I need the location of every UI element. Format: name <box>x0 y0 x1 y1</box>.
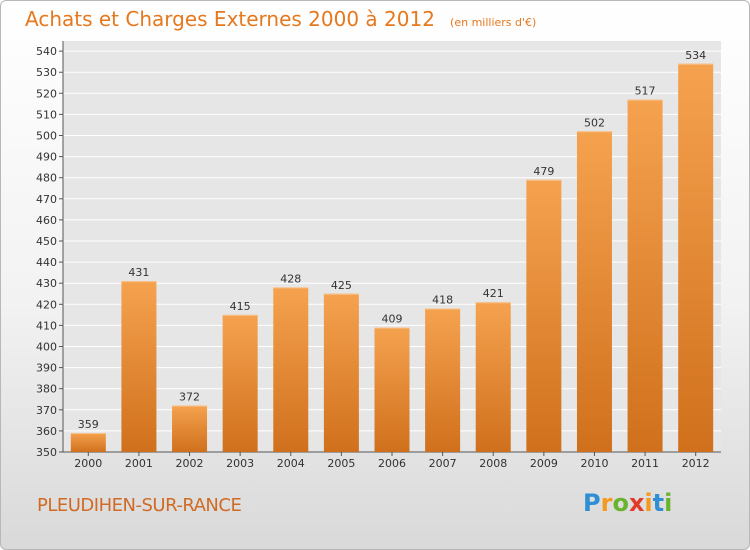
y-tick-label: 420 <box>36 298 57 311</box>
y-tick-label: 500 <box>36 130 57 143</box>
proxiti-logo: Proxiti <box>583 489 672 517</box>
bar-value-label: 409 <box>382 313 403 326</box>
bar-value-label: 415 <box>230 300 251 313</box>
bar-value-label: 418 <box>432 294 453 307</box>
bar <box>323 293 359 452</box>
y-tick-label: 370 <box>36 404 57 417</box>
bar-value-label: 502 <box>584 116 605 129</box>
y-tick-label: 510 <box>36 108 57 121</box>
y-tick-label: 390 <box>36 362 57 375</box>
y-tick-label: 530 <box>36 66 57 79</box>
bar <box>222 314 258 452</box>
y-tick-label: 460 <box>36 214 57 227</box>
bar <box>172 405 208 452</box>
logo-letter: x <box>628 489 645 517</box>
x-tick-label: 2004 <box>277 457 305 470</box>
bar <box>374 327 410 452</box>
bar <box>678 63 714 452</box>
x-tick-label: 2005 <box>327 457 355 470</box>
x-tick-label: 2009 <box>530 457 558 470</box>
y-tick-label: 350 <box>36 446 57 459</box>
chart-title: Achats et Charges Externes 2000 à 2012 (… <box>25 7 536 31</box>
bar <box>425 308 461 452</box>
bar-value-label: 431 <box>128 266 149 279</box>
bar <box>627 99 663 452</box>
bar <box>121 281 157 452</box>
bar-value-label: 421 <box>483 287 504 300</box>
y-tick-label: 470 <box>36 193 57 206</box>
x-tick-label: 2011 <box>631 457 659 470</box>
logo-letter: t <box>652 489 665 517</box>
y-tick-label: 410 <box>36 319 57 332</box>
logo-letter: i <box>664 489 673 517</box>
y-tick-label: 380 <box>36 383 57 396</box>
y-tick-label: 540 <box>36 45 57 58</box>
x-tick-label: 2000 <box>74 457 102 470</box>
x-tick-label: 2010 <box>580 457 608 470</box>
bar-value-label: 517 <box>635 85 656 98</box>
chart-unit-text: (en milliers d'€) <box>450 16 537 29</box>
logo-letter: o <box>612 489 629 517</box>
x-tick-label: 2012 <box>682 457 710 470</box>
bar-value-label: 534 <box>685 49 706 62</box>
bar-value-label: 372 <box>179 391 200 404</box>
x-tick-label: 2008 <box>479 457 507 470</box>
bar <box>526 179 562 452</box>
bar <box>576 131 612 452</box>
y-tick-label: 490 <box>36 151 57 164</box>
bar <box>273 287 309 452</box>
bar-value-label: 425 <box>331 279 352 292</box>
bar-value-label: 479 <box>533 165 554 178</box>
chart-title-text: Achats et Charges Externes 2000 à 2012 <box>25 7 435 31</box>
x-tick-label: 2006 <box>378 457 406 470</box>
bar <box>70 433 106 452</box>
y-tick-label: 360 <box>36 425 57 438</box>
y-tick-label: 480 <box>36 172 57 185</box>
bar-value-label: 359 <box>78 418 99 431</box>
y-tick-label: 520 <box>36 87 57 100</box>
y-tick-label: 450 <box>36 235 57 248</box>
city-name: PLEUDIHEN-SUR-RANCE <box>37 495 242 516</box>
x-tick-label: 2007 <box>429 457 457 470</box>
x-tick-label: 2001 <box>125 457 153 470</box>
logo-letter: r <box>600 489 613 517</box>
logo-letter: i <box>644 489 653 517</box>
x-tick-label: 2002 <box>176 457 204 470</box>
y-tick-label: 430 <box>36 277 57 290</box>
x-tick-label: 2003 <box>226 457 254 470</box>
logo-letter: P <box>583 489 601 517</box>
bar <box>475 302 511 452</box>
y-tick-label: 400 <box>36 341 57 354</box>
bar-value-label: 428 <box>280 272 301 285</box>
y-tick-label: 440 <box>36 256 57 269</box>
